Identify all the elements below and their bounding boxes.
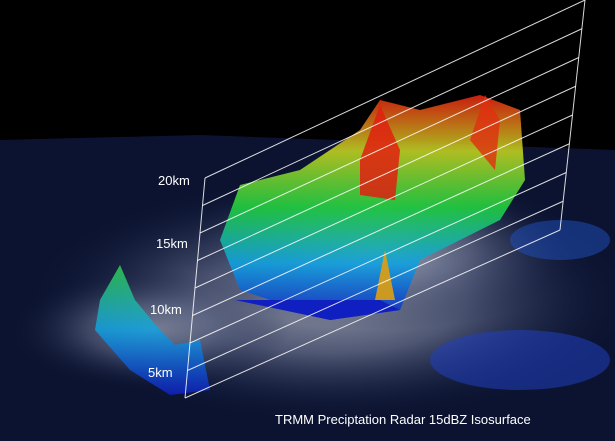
isosurface bbox=[220, 95, 525, 320]
rain-band bbox=[430, 330, 610, 390]
hot-tower bbox=[360, 105, 400, 200]
grid-line bbox=[189, 172, 567, 344]
caption: TRMM Preciptation Radar 15dBZ Isosurface bbox=[275, 412, 531, 427]
height-label: 15km bbox=[156, 236, 188, 251]
height-label: 20km bbox=[158, 173, 190, 188]
height-label: 10km bbox=[150, 302, 182, 317]
grid-line bbox=[199, 57, 579, 234]
grid-line bbox=[202, 28, 583, 206]
rain-band-tower bbox=[95, 265, 210, 395]
hot-tower bbox=[375, 250, 395, 300]
grid-line bbox=[197, 85, 576, 261]
height-label: 5km bbox=[148, 365, 173, 380]
isosurface-base bbox=[235, 300, 400, 320]
height-grid bbox=[184, 0, 586, 399]
grid-line bbox=[194, 114, 573, 289]
grid-line bbox=[204, 0, 586, 179]
grid-line bbox=[184, 229, 561, 399]
grid-line bbox=[187, 200, 564, 371]
rain-band bbox=[510, 220, 610, 260]
grid-line bbox=[192, 143, 570, 316]
